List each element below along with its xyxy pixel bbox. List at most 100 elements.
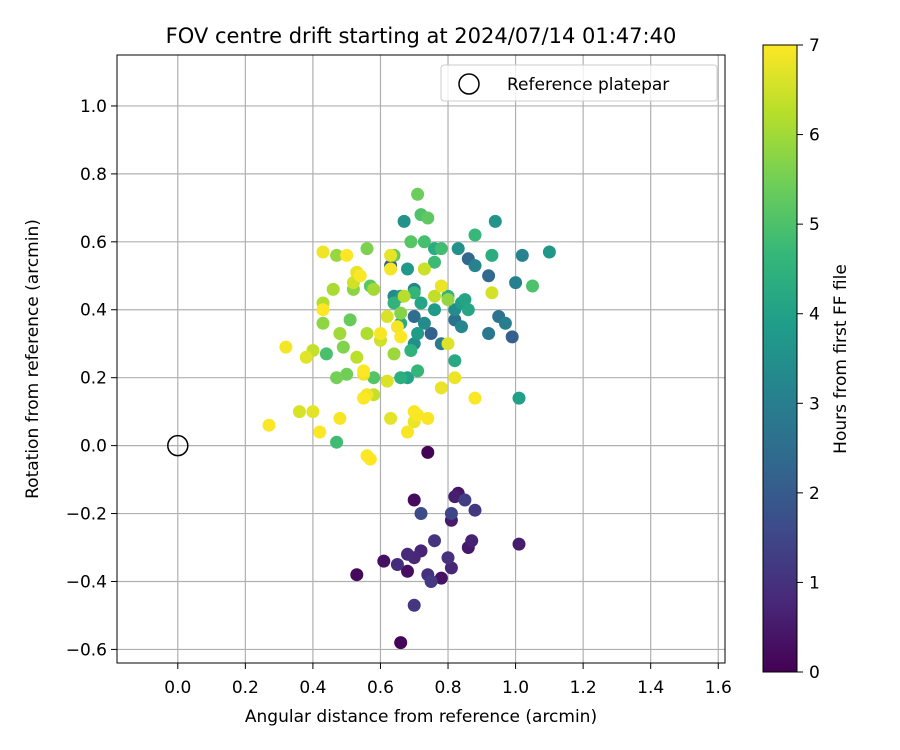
data-point — [279, 340, 293, 354]
x-tick-label: 1.6 — [705, 678, 732, 698]
data-point — [488, 214, 502, 228]
data-point — [394, 371, 408, 385]
data-point — [428, 289, 441, 303]
data-point — [360, 327, 374, 340]
data-point — [505, 330, 519, 344]
y-tick-label: 1.0 — [80, 97, 107, 117]
data-point — [417, 235, 431, 249]
data-point — [428, 303, 441, 317]
data-point — [465, 534, 479, 548]
data-point — [407, 598, 421, 612]
data-point — [357, 364, 371, 378]
legend: Reference platepar — [440, 64, 718, 102]
y-tick-label: 0.6 — [80, 233, 107, 253]
data-point — [262, 418, 276, 432]
x-tick-label: 0.6 — [367, 678, 394, 698]
x-tick-label: 0.8 — [434, 678, 461, 698]
data-point — [384, 262, 398, 276]
chart-title: FOV centre drift starting at 2024/07/14 … — [166, 24, 677, 48]
data-point — [458, 293, 472, 307]
data-point — [299, 350, 313, 364]
colorbar: 0 1 2 3 4 5 6 7 Hours from first FF file — [762, 36, 851, 683]
data-point — [333, 411, 347, 425]
data-point — [377, 554, 391, 568]
y-tick-label: 0.2 — [80, 369, 107, 389]
data-point — [330, 371, 344, 385]
x-tick-label: 0.2 — [232, 678, 259, 698]
data-point — [434, 242, 448, 256]
data-point — [394, 636, 408, 650]
colorbar-label: Hours from first FF file — [831, 264, 851, 454]
data-point — [336, 340, 350, 354]
data-point — [512, 391, 526, 405]
data-point — [357, 391, 371, 405]
data-point — [448, 354, 462, 368]
data-point — [448, 371, 462, 385]
data-point — [428, 255, 441, 269]
y-tick-label: −0.4 — [66, 572, 107, 592]
colorbar-gradient — [762, 44, 798, 673]
data-point — [485, 286, 499, 300]
x-tick-label: 0.4 — [299, 678, 326, 698]
data-point — [401, 262, 414, 276]
data-point — [306, 405, 320, 419]
data-point — [455, 320, 468, 334]
data-point — [380, 310, 394, 323]
legend-marker-open-circle — [458, 73, 480, 95]
data-point — [384, 411, 398, 425]
reference-marker — [167, 434, 189, 457]
data-point — [374, 327, 387, 340]
data-point — [441, 337, 455, 351]
data-point — [526, 279, 539, 293]
colorbar-tick-label: 0 — [809, 663, 820, 683]
data-point — [333, 327, 347, 340]
data-point — [417, 262, 431, 276]
grid — [117, 55, 725, 663]
data-point — [401, 425, 414, 439]
data-point — [434, 279, 448, 293]
data-point — [380, 374, 394, 388]
data-point — [444, 507, 458, 520]
data-point — [424, 327, 438, 340]
data-point — [509, 276, 523, 290]
y-tick-label: 0.4 — [80, 301, 107, 321]
data-point — [340, 367, 354, 381]
data-point — [353, 269, 367, 283]
data-point — [515, 248, 529, 262]
data-point — [428, 534, 441, 548]
colorbar-tick-label: 2 — [809, 484, 820, 504]
data-point — [384, 248, 398, 262]
data-point — [350, 350, 364, 364]
data-point — [319, 347, 333, 361]
y-axis-label: Rotation from reference (arcmin) — [23, 219, 43, 499]
data-point — [498, 316, 512, 330]
data-point — [441, 551, 455, 565]
data-point — [363, 452, 377, 466]
data-point — [458, 493, 472, 507]
y-tick-label: −0.2 — [66, 505, 107, 525]
legend-box — [440, 64, 718, 102]
data-point — [468, 259, 482, 273]
data-point — [404, 235, 418, 249]
data-point — [482, 269, 496, 283]
data-point — [468, 228, 482, 242]
data-point — [414, 296, 428, 310]
data-point — [326, 282, 340, 296]
data-point — [343, 313, 357, 327]
colorbar-tick-label: 1 — [809, 573, 820, 593]
legend-label: Reference platepar — [507, 75, 669, 95]
plot-frame — [116, 54, 726, 664]
x-axis-ticks: 0.0 0.2 0.4 0.6 0.8 1.0 1.2 1.4 1.6 — [164, 663, 732, 698]
data-point — [394, 306, 408, 320]
data-point — [414, 507, 428, 520]
data-point — [397, 214, 411, 228]
data-point — [316, 316, 330, 330]
data-point — [316, 245, 330, 259]
data-point — [367, 282, 381, 296]
data-point — [448, 490, 462, 504]
y-tick-label: 0.8 — [80, 165, 107, 185]
data-point — [542, 245, 556, 259]
plot-area: 0.0 0.2 0.4 0.6 0.8 1.0 1.2 1.4 1.6 −0.6 −0.4 −0.2… — [66, 54, 732, 698]
reference-point — [167, 434, 189, 457]
